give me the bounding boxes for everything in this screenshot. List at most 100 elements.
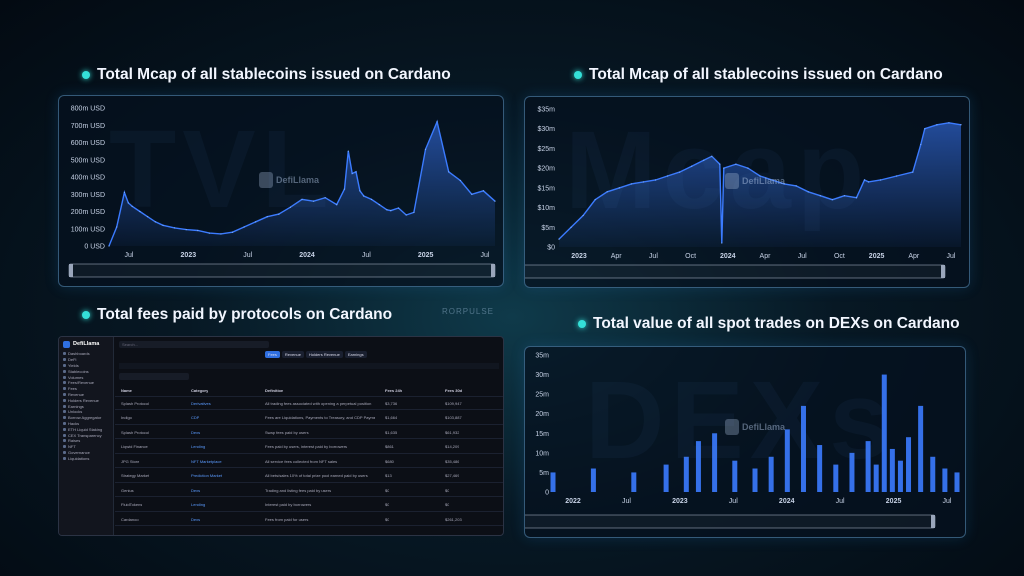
sidebar-item[interactable]: Borrow Aggregator [59, 415, 113, 421]
y-tick-label: 300m USD [71, 192, 105, 199]
data-point [735, 163, 737, 165]
column-header[interactable]: Category [191, 387, 209, 393]
sidebar-item[interactable]: Unlocks [59, 409, 113, 415]
data-point [880, 179, 882, 181]
range-slider[interactable] [68, 263, 496, 278]
table-row[interactable]: Liqwid Finance Lending Fees paid by users,… [115, 441, 503, 454]
sidebar-item[interactable]: Raises [59, 438, 113, 444]
table-cell-category: NFT Marketplace [191, 458, 222, 464]
table-row[interactable]: Splash Protocol Derivatives All trading fe… [115, 397, 503, 410]
y-tick-label: 20m [535, 411, 549, 418]
range-handle-right[interactable] [931, 515, 935, 528]
bar [873, 464, 879, 492]
range-handle-left[interactable] [69, 264, 73, 277]
table-search-input[interactable] [119, 373, 189, 380]
y-tick-label: 25m [535, 392, 549, 399]
x-tick-label: Jul [943, 498, 952, 505]
table-row[interactable]: Cardanoo Dexs Fees from paid for users $0 $2… [115, 513, 503, 526]
table-row[interactable]: Indigo CDP Fees are Liquidations, Payments… [115, 412, 503, 425]
table-row[interactable]: FluidTokens Lending Interest paid by borro… [115, 499, 503, 512]
table-cell-definition: Interest paid by borrowers [265, 502, 312, 507]
sidebar-item[interactable]: NFT [59, 444, 113, 450]
table-header: Name Category Definition Fees 24h Fees 30d [115, 384, 503, 397]
tab-fees[interactable]: Fees [265, 351, 280, 358]
column-header[interactable]: Fees 24h [385, 387, 403, 393]
table-row[interactable]: Splash Protocol Dexs Swap fees paid by use… [115, 426, 503, 439]
y-tick-label: 200m USD [71, 209, 105, 216]
sidebar-item[interactable]: Stablecoins [59, 368, 113, 374]
data-point [448, 171, 450, 173]
range-slider[interactable] [525, 514, 936, 529]
sidebar-item-label: Volumes [68, 374, 84, 380]
bar [683, 456, 689, 492]
x-tick-label: Jul [729, 498, 738, 505]
sidebar-item[interactable]: Fees [59, 386, 113, 392]
sidebar-item[interactable]: DeFi [59, 357, 113, 363]
chart-mcap: $35m $30m $25m $20m $15m $10m $5m $0 2023 Apr Jul O… [525, 107, 962, 279]
sidebar-item[interactable]: Volumes [59, 374, 113, 380]
table-cell-definition: All bets/sales 10% of total prize pool e… [265, 473, 368, 478]
bullet-dot-icon [578, 320, 586, 328]
sidebar-item[interactable]: Yields [59, 363, 113, 369]
sidebar-item[interactable]: Holders Revenue [59, 397, 113, 403]
search-input[interactable]: Search... [119, 341, 269, 348]
sidebar-item[interactable]: CEX Transparency [59, 432, 113, 438]
data-point [642, 181, 645, 183]
sidebar-item[interactable]: Dashboards [59, 351, 113, 357]
tab-bar: Fees Revenue Holders Revenue Earnings [265, 351, 367, 358]
data-point [494, 200, 496, 202]
table-cell-f30: $109,947 [445, 400, 462, 406]
sidebar-item[interactable]: Fees/Revenue [59, 380, 113, 386]
table-cell-f30: $61,932 [445, 429, 460, 435]
table-cell-category: Dexs [191, 516, 201, 522]
x-tick-label: Jul [481, 252, 490, 259]
data-point [863, 179, 866, 181]
data-point [867, 181, 870, 183]
data-point [255, 221, 257, 223]
table-cell-f30: $0 [445, 487, 450, 493]
y-tick-label: 0 USD [84, 244, 105, 251]
data-point [482, 190, 485, 192]
y-tick-label: $35m [537, 107, 555, 114]
data-point [405, 214, 407, 216]
column-header[interactable]: Fees 30d [445, 387, 463, 393]
table-cell-name: Splash Protocol [121, 400, 150, 406]
brand[interactable]: DefiLlama [59, 337, 113, 351]
x-tick-label: 2023 [672, 498, 688, 505]
sidebar-item[interactable]: Hacks [59, 421, 113, 427]
column-header[interactable]: Name [121, 387, 132, 393]
series-area [559, 122, 961, 247]
data-point [896, 175, 898, 177]
data-point [174, 227, 176, 229]
table-row[interactable]: JPG Store NFT Marketplace All service fees… [115, 455, 503, 468]
sidebar-item-label: Borrow Aggregator [68, 415, 102, 421]
y-tick-label: $20m [537, 166, 555, 173]
range-slider[interactable] [525, 264, 946, 279]
defillama-watermark: DefiLlama [725, 173, 785, 189]
sidebar-item[interactable]: Liquidations [59, 455, 113, 461]
sidebar-item-icon [63, 410, 66, 414]
table-cell-category: Prediction Market [191, 473, 223, 478]
range-handle-right[interactable] [491, 264, 495, 277]
data-point [936, 124, 938, 126]
data-point [336, 204, 338, 206]
tab-holders-revenue[interactable]: Holders Revenue [305, 351, 343, 358]
tab-revenue[interactable]: Revenue [281, 351, 304, 358]
column-header[interactable]: Definition [265, 387, 284, 393]
range-handle-right[interactable] [941, 265, 945, 278]
x-tick-label: 2025 [418, 252, 434, 259]
sidebar-item[interactable]: Revenue [59, 392, 113, 398]
y-tick-label: 0 [545, 490, 549, 497]
sidebar-item-icon [63, 421, 66, 425]
tab-earnings[interactable]: Earnings [344, 351, 367, 358]
sidebar-item[interactable]: ETH Liquid Staking [59, 426, 113, 432]
series-line [108, 119, 496, 247]
sidebar-item[interactable]: Earnings [59, 403, 113, 409]
table-row[interactable]: Strategy Market Prediction Market All bets… [115, 470, 503, 483]
table-cell-name: FluidTokens [121, 502, 143, 507]
chart-dex-volume: 35m 30m 25m 20m 15m 10m 5m 0 2022 Jul 2023 Jul 2024 J… [525, 353, 960, 529]
sidebar-item[interactable]: Governance [59, 450, 113, 456]
x-tick-label: 2023 [181, 252, 197, 259]
table-row[interactable]: Genius Dexs Trading and listing fees paid … [115, 484, 503, 497]
table-cell-definition: Trading and listing fees paid by users [265, 487, 332, 493]
